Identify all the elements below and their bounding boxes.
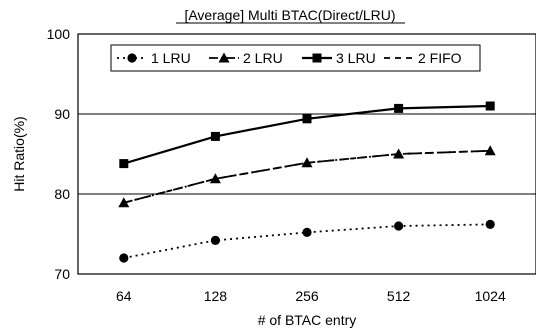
- legend-label: 2 FIFO: [418, 50, 462, 66]
- legend-marker: [218, 52, 230, 63]
- y-tick-label: 100: [47, 26, 71, 42]
- data-point: [485, 101, 495, 111]
- data-point: [394, 103, 404, 113]
- legend-label: 3 LRU: [336, 50, 376, 66]
- data-point: [210, 235, 220, 245]
- series-3-lru: [119, 101, 495, 169]
- legend-label: 1 LRU: [151, 50, 191, 66]
- series-1-lru: [119, 219, 495, 263]
- y-tick-label: 80: [54, 186, 70, 202]
- legend: 1 LRU 2 LRU 3 LRU 2 FIFO: [110, 44, 481, 72]
- x-tick-labels: 64 128 256 512 1024: [116, 288, 506, 304]
- series-line: [123, 223, 491, 259]
- series-2-fifo: [123, 149, 491, 204]
- legend-marker: [127, 53, 137, 63]
- x-tick-label: 1024: [475, 288, 506, 304]
- y-tick-labels: 70 80 90 100: [47, 26, 71, 282]
- data-point: [210, 131, 220, 141]
- grid-lines: [78, 113, 536, 195]
- y-axis-label: Hit Ratio(%): [11, 116, 27, 191]
- data-point: [302, 114, 312, 124]
- data-point: [394, 221, 404, 231]
- series-2-lru: [118, 145, 496, 208]
- legend-label: 2 LRU: [243, 50, 283, 66]
- data-point: [119, 253, 129, 263]
- legend-box: [110, 44, 481, 72]
- y-tick-label: 70: [54, 266, 70, 282]
- x-tick-label: 128: [204, 288, 228, 304]
- x-tick-label: 512: [387, 288, 411, 304]
- y-tick-label: 90: [54, 106, 70, 122]
- data-point: [302, 227, 312, 237]
- x-tick-label: 256: [295, 288, 319, 304]
- data-point: [119, 159, 129, 169]
- series-layer: [118, 101, 496, 263]
- legend-marker: [312, 53, 322, 63]
- series-line: [123, 149, 491, 204]
- data-point: [209, 173, 221, 184]
- x-axis-label: # of BTAC entry: [258, 312, 357, 328]
- x-tick-label: 64: [116, 288, 132, 304]
- data-point: [485, 219, 495, 229]
- data-point: [484, 145, 496, 156]
- plot-area: [77, 33, 536, 275]
- chart-title: [Average] Multi BTAC(Direct/LRU): [184, 7, 395, 23]
